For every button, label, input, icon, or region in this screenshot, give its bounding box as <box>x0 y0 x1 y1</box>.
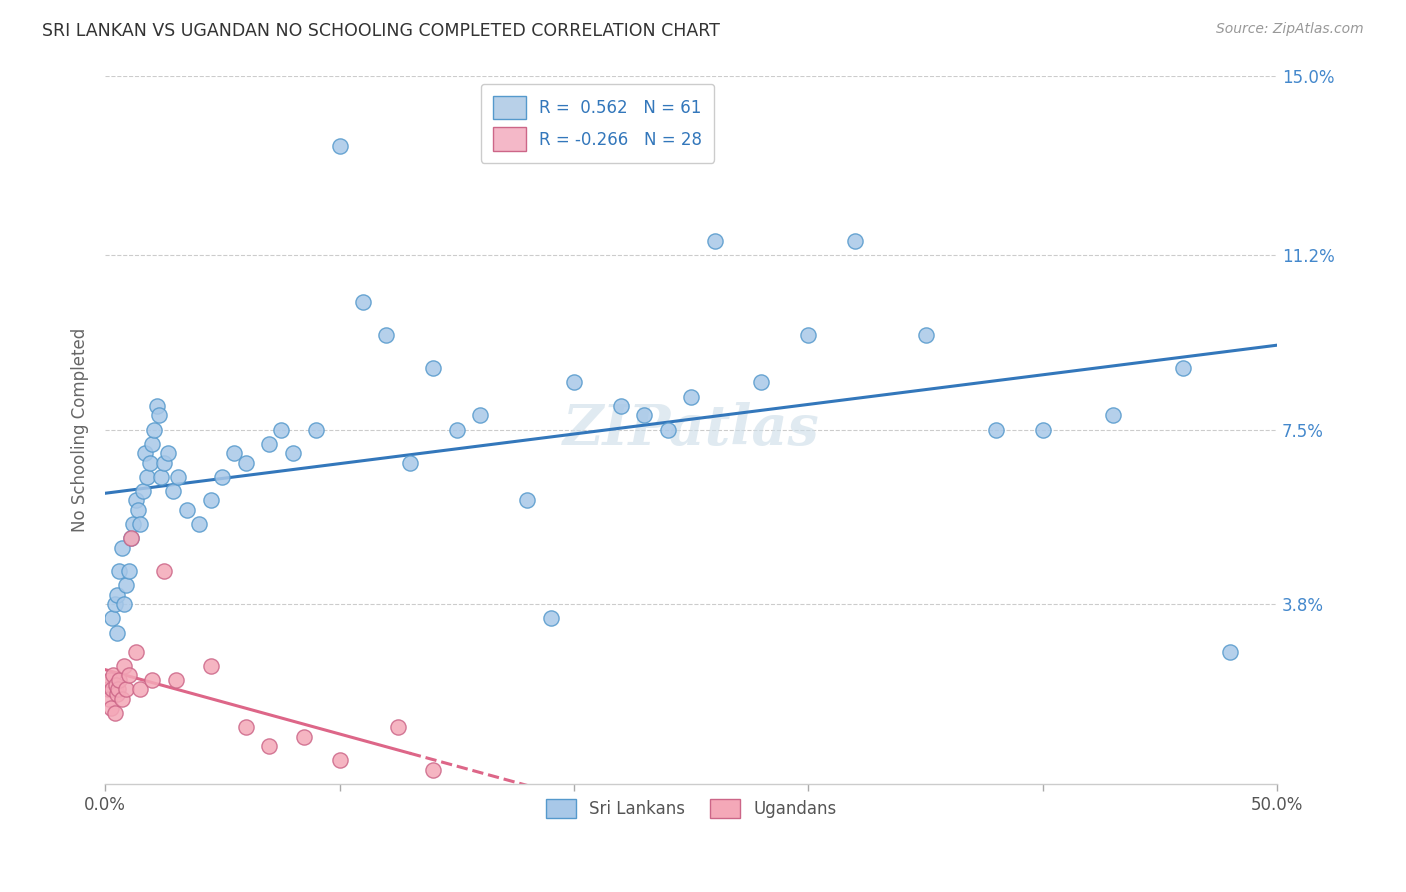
Point <box>446 423 468 437</box>
Point <box>399 456 422 470</box>
Point <box>1219 644 1241 658</box>
Point <box>329 753 352 767</box>
Point <box>562 376 585 390</box>
Point <box>1032 423 1054 437</box>
Point <box>122 517 145 532</box>
Point <box>844 234 866 248</box>
Point <box>176 503 198 517</box>
Point <box>112 597 135 611</box>
Point <box>751 376 773 390</box>
Point <box>129 517 152 532</box>
Point <box>105 625 128 640</box>
Point <box>153 564 176 578</box>
Point <box>540 611 562 625</box>
Point <box>914 328 936 343</box>
Point <box>98 673 121 687</box>
Point <box>681 390 703 404</box>
Point <box>200 658 222 673</box>
Point <box>797 328 820 343</box>
Point <box>103 668 125 682</box>
Point <box>422 361 444 376</box>
Point <box>141 437 163 451</box>
Point <box>118 668 141 682</box>
Point <box>270 423 292 437</box>
Point <box>162 483 184 498</box>
Point <box>235 720 257 734</box>
Point <box>352 295 374 310</box>
Point <box>100 701 122 715</box>
Point <box>120 531 142 545</box>
Point <box>111 541 134 555</box>
Point <box>703 234 725 248</box>
Legend: Sri Lankans, Ugandans: Sri Lankans, Ugandans <box>538 792 844 825</box>
Point <box>224 446 246 460</box>
Point <box>470 409 492 423</box>
Point <box>422 763 444 777</box>
Point <box>984 423 1007 437</box>
Point <box>259 739 281 753</box>
Point <box>657 423 679 437</box>
Point <box>610 399 633 413</box>
Point <box>107 682 129 697</box>
Point <box>118 564 141 578</box>
Point <box>329 139 352 153</box>
Text: SRI LANKAN VS UGANDAN NO SCHOOLING COMPLETED CORRELATION CHART: SRI LANKAN VS UGANDAN NO SCHOOLING COMPL… <box>42 22 720 40</box>
Point <box>105 687 128 701</box>
Point <box>101 611 124 625</box>
Point <box>139 456 162 470</box>
Point <box>125 644 148 658</box>
Point <box>375 328 398 343</box>
Point <box>188 517 211 532</box>
Point <box>134 446 156 460</box>
Point <box>157 446 180 460</box>
Point <box>125 493 148 508</box>
Point <box>143 423 166 437</box>
Point <box>112 658 135 673</box>
Point <box>108 673 131 687</box>
Point <box>259 437 281 451</box>
Point <box>115 578 138 592</box>
Point <box>281 446 304 460</box>
Point <box>136 470 159 484</box>
Point <box>153 456 176 470</box>
Point <box>150 470 173 484</box>
Point <box>387 720 409 734</box>
Point <box>200 493 222 508</box>
Point <box>103 706 125 720</box>
Point <box>104 677 127 691</box>
Point <box>146 399 169 413</box>
Point <box>1173 361 1195 376</box>
Point <box>115 682 138 697</box>
Point <box>120 531 142 545</box>
Point <box>96 682 118 697</box>
Point <box>111 691 134 706</box>
Point <box>211 470 233 484</box>
Point <box>132 483 155 498</box>
Point <box>235 456 257 470</box>
Point <box>294 730 316 744</box>
Point <box>141 673 163 687</box>
Point <box>105 588 128 602</box>
Point <box>165 673 187 687</box>
Point <box>101 682 124 697</box>
Text: ZIPatlas: ZIPatlas <box>562 402 820 457</box>
Point <box>167 470 190 484</box>
Point <box>1102 409 1125 423</box>
Y-axis label: No Schooling Completed: No Schooling Completed <box>72 327 89 532</box>
Point <box>633 409 655 423</box>
Point <box>103 597 125 611</box>
Point <box>108 564 131 578</box>
Point <box>127 503 149 517</box>
Point <box>97 691 120 706</box>
Point <box>305 423 328 437</box>
Text: Source: ZipAtlas.com: Source: ZipAtlas.com <box>1216 22 1364 37</box>
Point <box>516 493 538 508</box>
Point <box>129 682 152 697</box>
Point <box>148 409 170 423</box>
